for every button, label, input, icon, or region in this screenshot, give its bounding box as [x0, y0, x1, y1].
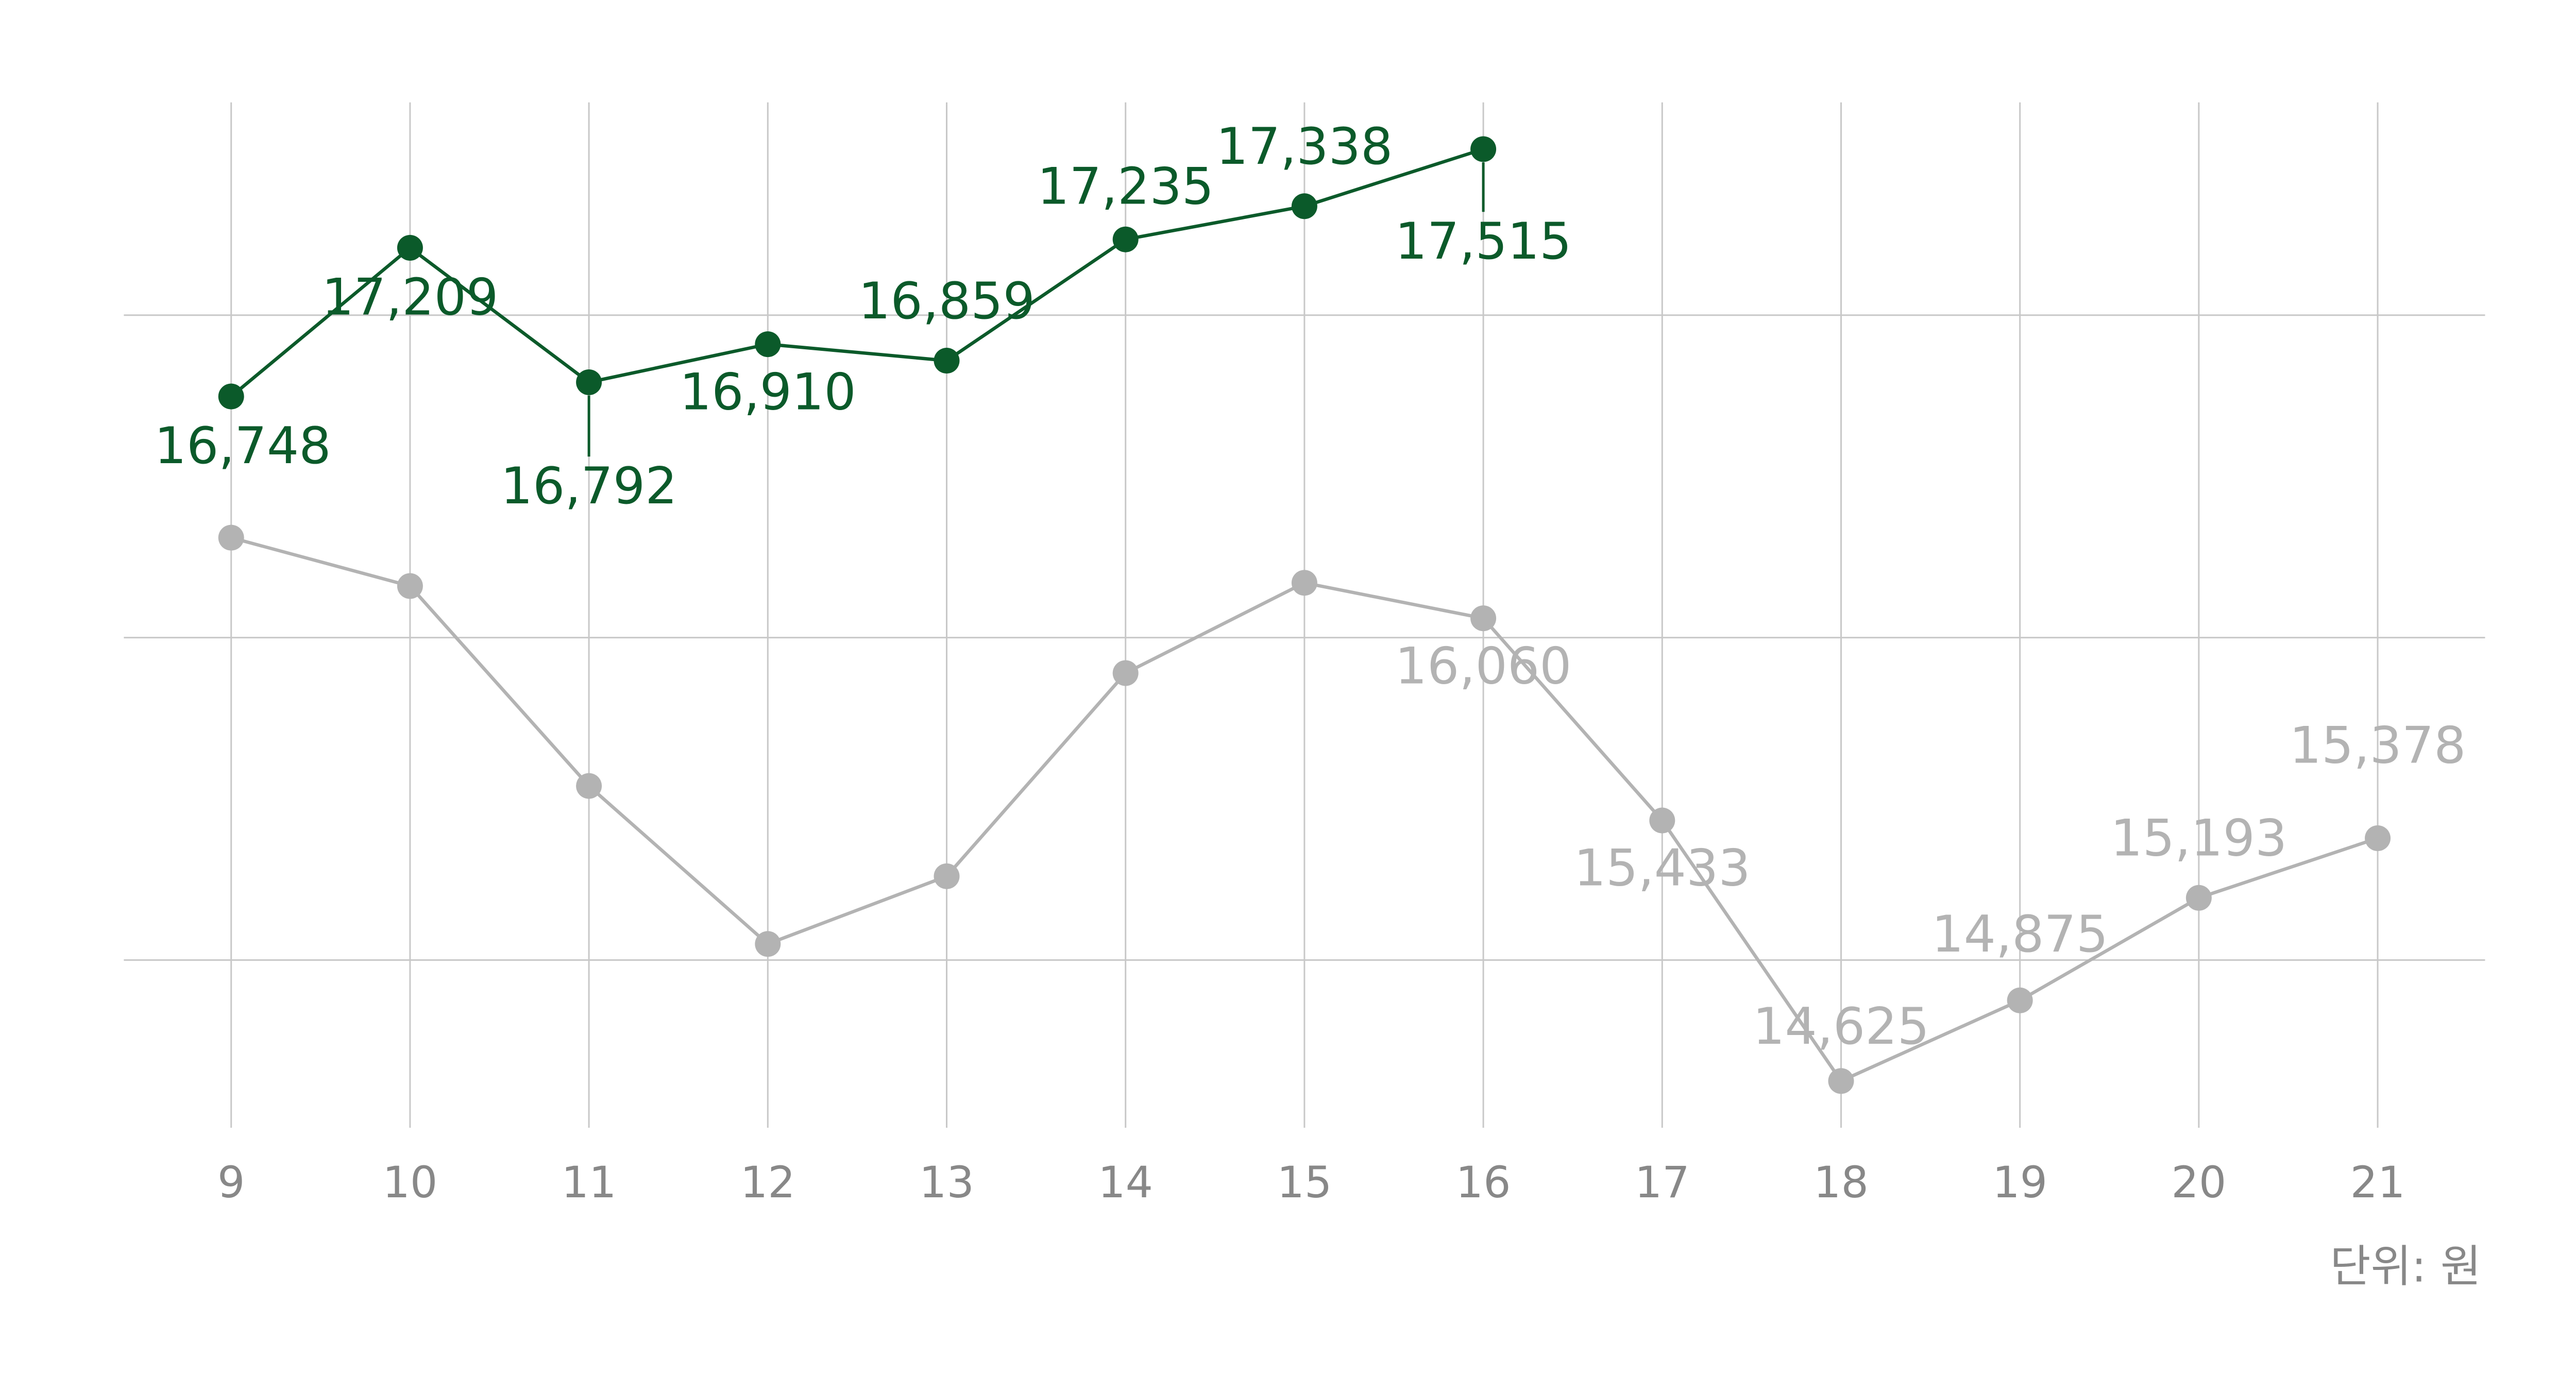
- data-point: [755, 331, 781, 358]
- data-point: [218, 383, 244, 410]
- data-point: [1828, 1068, 1854, 1094]
- data-label: 16,060: [1395, 637, 1572, 696]
- x-tick-label: 10: [382, 1157, 437, 1208]
- data-label: 14,625: [1753, 997, 1929, 1056]
- data-label: 17,338: [1216, 117, 1393, 176]
- data-point: [755, 931, 781, 957]
- x-tick-label: 17: [1635, 1157, 1690, 1208]
- data-label: 16,910: [680, 363, 856, 421]
- data-point: [1470, 605, 1497, 632]
- data-label: 17,209: [321, 268, 498, 327]
- data-label: 15,433: [1574, 839, 1751, 898]
- data-point: [2185, 885, 2212, 911]
- data-label: 15,193: [2110, 809, 2287, 868]
- x-tick-label: 12: [740, 1157, 795, 1208]
- data-label: 16,792: [501, 457, 677, 516]
- x-tick-label: 14: [1098, 1157, 1153, 1208]
- data-point: [934, 348, 960, 374]
- x-tick-label: 20: [2171, 1157, 2226, 1208]
- data-point: [934, 863, 960, 889]
- unit-note: 단위: 원: [2330, 1241, 2481, 1292]
- data-point: [2007, 987, 2033, 1013]
- x-tick-label: 9: [217, 1157, 245, 1208]
- data-label: 16,859: [858, 272, 1035, 331]
- data-label: 15,378: [2290, 717, 2466, 775]
- x-tick-label: 15: [1277, 1157, 1332, 1208]
- data-label: 16,748: [155, 417, 331, 476]
- x-tick-label: 21: [2350, 1157, 2405, 1208]
- data-point: [397, 234, 423, 261]
- data-point: [1112, 660, 1139, 686]
- data-label: 14,875: [1931, 905, 2108, 964]
- x-tick-label: 19: [1992, 1157, 2047, 1208]
- series-line: [230, 147, 1484, 398]
- data-point: [1112, 226, 1139, 252]
- x-tick-label: 18: [1814, 1157, 1869, 1208]
- x-tick-label: 11: [562, 1157, 617, 1208]
- data-label: 17,515: [1395, 212, 1572, 271]
- x-tick-label: 13: [919, 1157, 974, 1208]
- data-point: [1470, 136, 1497, 162]
- data-point: [397, 573, 423, 599]
- data-point: [1291, 193, 1317, 219]
- data-point: [576, 369, 602, 395]
- data-label: 17,235: [1037, 157, 1214, 216]
- data-point: [2365, 825, 2391, 851]
- data-point: [218, 524, 244, 551]
- data-point: [576, 773, 602, 799]
- data-point: [1291, 570, 1317, 596]
- x-tick-label: 16: [1456, 1157, 1511, 1208]
- data-point: [1649, 807, 1675, 834]
